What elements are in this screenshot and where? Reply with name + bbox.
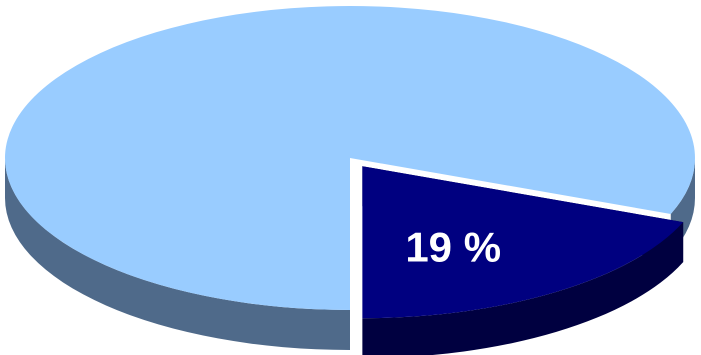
pie-slice-0-side bbox=[5, 158, 350, 350]
pie-slice-0 bbox=[4, 6, 695, 310]
labels-group: 19 % bbox=[405, 224, 501, 271]
pie-slice-1-side bbox=[362, 222, 684, 355]
slices-group bbox=[4, 6, 695, 355]
pie-slice-1-value-label: 19 % bbox=[405, 224, 501, 271]
pie-slice-1 bbox=[362, 166, 684, 319]
